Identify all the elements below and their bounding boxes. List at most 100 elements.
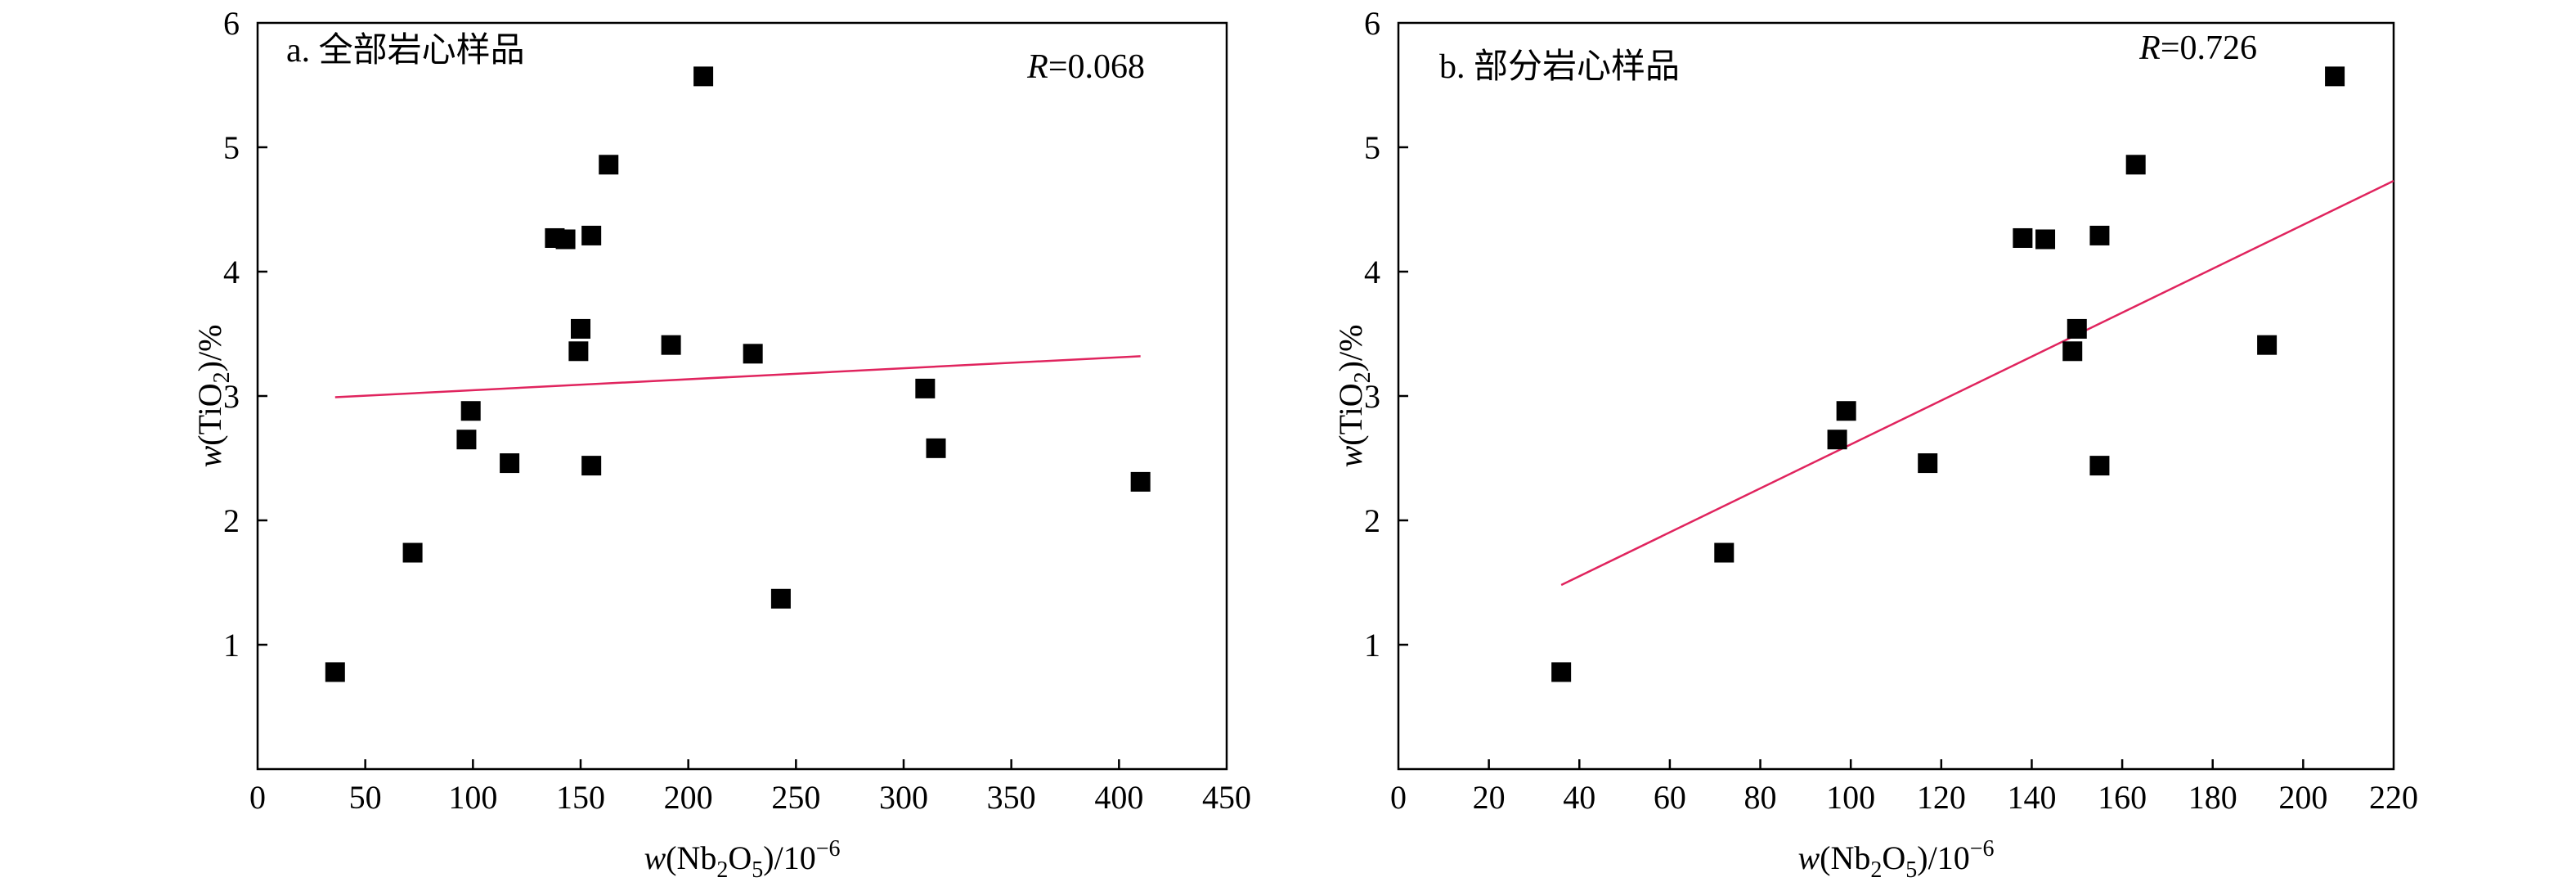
x-tick-label: 140: [2007, 779, 2056, 816]
data-point: [1836, 401, 1856, 421]
data-point: [661, 335, 681, 355]
data-point: [456, 430, 477, 450]
chart-panel-b: 0 20 40 60 80 100 120 140 160 180 200 220123456w(Nb…: [1332, 5, 2418, 883]
x-axis-title: w(Nb2O5)/10−6: [1797, 836, 1994, 883]
x-axis-title-text: )/10: [1917, 839, 1969, 876]
y-tick-label: 6: [1364, 5, 1380, 42]
y-tick-label: 4: [223, 254, 240, 290]
data-point: [926, 438, 946, 458]
data-point: [581, 225, 602, 245]
data-point: [500, 453, 520, 474]
x-tick-label: 220: [2369, 779, 2418, 816]
plot-frame: [256, 21, 1228, 771]
y-tick-label: 1: [1364, 627, 1380, 664]
data-point: [2062, 341, 2083, 362]
data-point: [325, 662, 345, 682]
y-tick-label: 5: [223, 129, 240, 166]
x-tick-label: 100: [1826, 779, 1875, 816]
y-axis-title-sub: 2: [209, 371, 235, 383]
correlation-symbol: R: [1026, 48, 1048, 86]
x-tick-label: 200: [2278, 779, 2327, 816]
y-axis-title-text: (TiO: [1332, 383, 1369, 445]
x-axis-title-var: w: [1797, 839, 1820, 876]
y-tick-label: 1: [223, 627, 240, 664]
data-point: [2257, 335, 2278, 355]
correlation-label: R=0.726: [2138, 29, 2257, 67]
x-tick-label: 180: [2188, 779, 2237, 816]
x-tick-label: 200: [664, 779, 713, 816]
data-point: [1827, 430, 1847, 450]
x-tick-label: 400: [1094, 779, 1143, 816]
y-tick-label: 3: [223, 378, 240, 415]
y-axis-title-var: w: [1332, 445, 1369, 467]
x-tick-label: 350: [987, 779, 1036, 816]
x-axis-title-text: O: [1882, 839, 1905, 876]
data-point: [1551, 662, 1572, 682]
data-point: [571, 318, 590, 339]
trend-line: [334, 355, 1141, 398]
x-axis-title-text: )/10: [763, 839, 815, 876]
data-point: [693, 66, 714, 87]
correlation-label: R=0.068: [1026, 48, 1145, 86]
x-axis-title: w(Nb2O5)/10−6: [644, 836, 840, 883]
data-point: [568, 341, 589, 362]
x-axis-title-text: (Nb: [666, 839, 716, 876]
correlation-value: =0.068: [1048, 48, 1145, 86]
data-point: [555, 229, 576, 250]
data-point: [402, 542, 423, 563]
x-axis-title-sub: 2: [1870, 857, 1882, 883]
data-point: [2089, 456, 2110, 476]
data-point: [770, 588, 791, 609]
panel-title: b. 部分岩心样品: [1439, 48, 1680, 86]
data-point: [581, 456, 602, 476]
correlation-symbol: R: [2138, 29, 2161, 67]
x-axis-title-sub: 5: [1905, 857, 1917, 883]
y-tick-label: 6: [223, 5, 240, 42]
x-tick-label: 0: [249, 779, 266, 816]
x-axis-title-text: O: [728, 839, 752, 876]
x-tick-label: 50: [349, 779, 382, 816]
x-tick-label: 120: [1917, 779, 1966, 816]
y-tick-label: 5: [1364, 129, 1380, 166]
x-axis-title-sub: 5: [752, 857, 763, 883]
y-axis-title-text: )/%: [1332, 325, 1369, 372]
data-point: [460, 401, 481, 421]
x-tick-label: 160: [2098, 779, 2147, 816]
data-point: [1714, 542, 1735, 563]
x-tick-label: 60: [1654, 779, 1686, 816]
x-tick-label: 450: [1202, 779, 1251, 816]
x-tick-label: 300: [879, 779, 928, 816]
data-point: [2035, 229, 2056, 250]
data-point: [915, 378, 936, 398]
panel-title: a. 全部岩心样品: [286, 31, 525, 70]
y-tick-label: 2: [1364, 502, 1380, 539]
y-axis-title-var: w: [191, 445, 228, 467]
data-point: [1918, 453, 1938, 474]
y-axis-title-text: (TiO: [191, 383, 228, 445]
x-tick-label: 20: [1473, 779, 1506, 816]
data-point: [2067, 318, 2087, 339]
x-tick-label: 80: [1744, 779, 1777, 816]
y-axis-title: w(TiO2)/%: [191, 325, 235, 468]
data-point: [2013, 227, 2033, 248]
data-point: [599, 155, 619, 175]
x-tick-label: 150: [556, 779, 605, 816]
y-axis-title-text: )/%: [191, 325, 228, 372]
x-axis-title-text: (Nb: [1820, 839, 1870, 876]
data-point: [2325, 66, 2345, 87]
x-tick-label: 0: [1390, 779, 1407, 816]
x-tick-label: 100: [448, 779, 497, 816]
chart-panel-a: 0 50 100 150 200 250 300 350 400 450123456w(Nb2O5…: [191, 5, 1251, 883]
correlation-value: =0.726: [2161, 29, 2257, 67]
data-point: [743, 344, 763, 364]
x-tick-label: 250: [771, 779, 820, 816]
data-point: [2125, 155, 2146, 175]
trend-line: [1560, 179, 2394, 587]
y-axis-title: w(TiO2)/%: [1332, 325, 1376, 468]
x-tick-label: 40: [1563, 779, 1595, 816]
plot-frame: [1397, 21, 2395, 771]
y-tick-label: 3: [1364, 378, 1380, 415]
x-axis-title-sup: −6: [816, 836, 841, 862]
data-point: [1130, 471, 1151, 492]
